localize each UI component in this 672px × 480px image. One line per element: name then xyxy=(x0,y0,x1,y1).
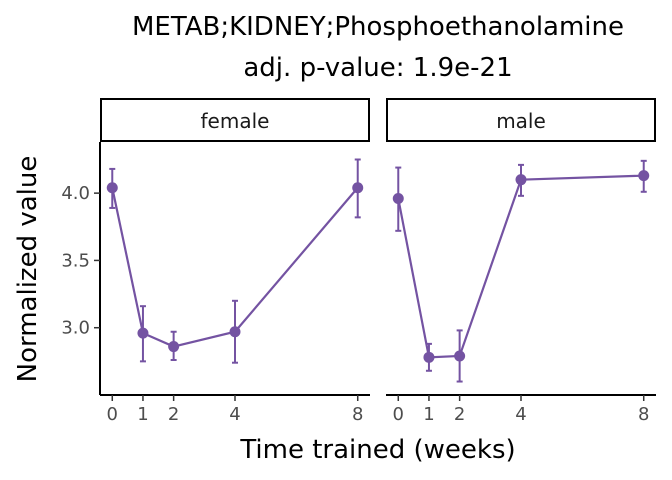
x-axis-title: Time trained (weeks) xyxy=(239,435,515,465)
data-point-male-2 xyxy=(454,350,466,362)
data-point-male-8 xyxy=(638,170,650,182)
data-point-male-1 xyxy=(423,351,435,363)
x-tick-label-female-4: 4 xyxy=(229,404,240,425)
y-tick-label-4: 4.0 xyxy=(61,183,90,204)
panel-female: female 0 1 2 4 8 3.0 3.5 4.0 xyxy=(61,98,370,425)
x-tick-label-male-1: 1 xyxy=(423,404,434,425)
data-point-female-8 xyxy=(352,182,364,194)
y-axis-title: Normalized value xyxy=(13,156,43,383)
x-tick-label-female-1: 1 xyxy=(137,404,148,425)
panel-male: male 0 1 2 4 8 xyxy=(386,98,656,425)
y-tick-label-3: 3.0 xyxy=(61,318,90,339)
x-tick-label-male-8: 8 xyxy=(638,404,649,425)
data-point-male-4 xyxy=(515,174,527,186)
chart-title: METAB;KIDNEY;Phosphoethanolamine xyxy=(132,12,624,42)
y-tick-label-3.5: 3.5 xyxy=(61,250,90,271)
x-tick-label-male-2: 2 xyxy=(454,404,465,425)
x-tick-label-female-0: 0 xyxy=(107,404,118,425)
data-point-male-0 xyxy=(392,193,404,205)
x-tick-label-female-8: 8 xyxy=(352,404,363,425)
strip-box-male xyxy=(386,98,656,142)
data-point-female-2 xyxy=(168,341,180,353)
data-point-female-1 xyxy=(137,327,149,339)
chart-subtitle: adj. p-value: 1.9e-21 xyxy=(243,53,512,83)
strip-label-female: female xyxy=(201,109,270,133)
data-point-female-4 xyxy=(229,326,241,338)
strip-label-male: male xyxy=(496,109,546,133)
x-tick-label-male-0: 0 xyxy=(393,404,404,425)
x-tick-label-female-2: 2 xyxy=(168,404,179,425)
data-point-female-0 xyxy=(106,182,118,194)
series-line-male xyxy=(397,174,644,359)
strip-box-female xyxy=(100,98,370,142)
x-tick-label-male-4: 4 xyxy=(515,404,526,425)
